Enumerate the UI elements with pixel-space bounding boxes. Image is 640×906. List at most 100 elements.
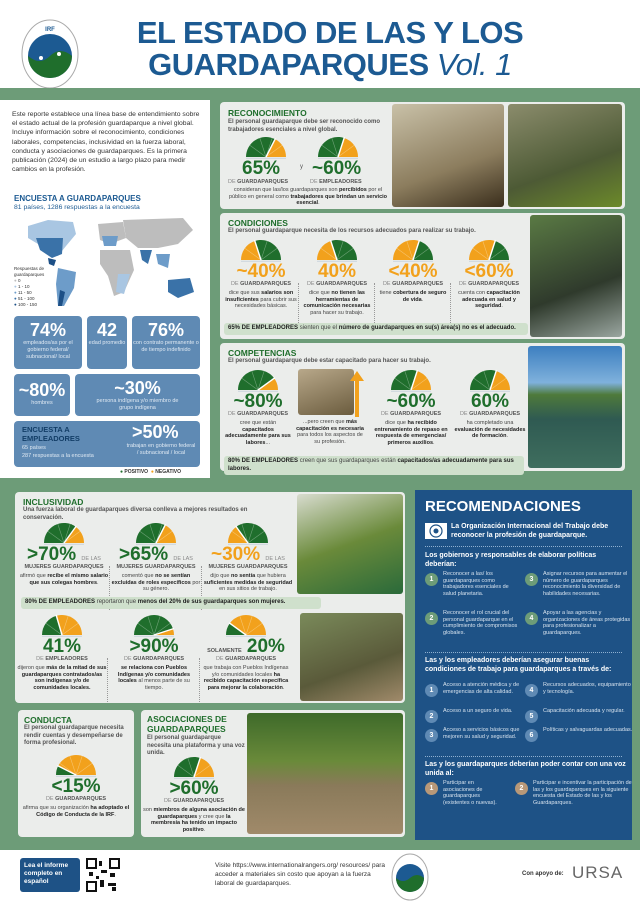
gauge-needle bbox=[193, 756, 202, 778]
section-title: RECONOCIMIENTO bbox=[228, 108, 307, 118]
stat-block: <15% DE GUARDAPARQUES afirma que su orga… bbox=[22, 754, 130, 818]
stat-block: 60% DE GUARDAPARQUES ha completado una e… bbox=[454, 369, 526, 440]
stat-value: SOLAMENTE 20% bbox=[207, 636, 285, 657]
employers-heading: Las y los empleadores deberían asegurar … bbox=[425, 657, 612, 673]
section-inclusividad: INCLUSIVIDAD Una fuerza laboral de guard… bbox=[15, 492, 405, 703]
stat-average-age: 42 edad promedio bbox=[87, 316, 127, 369]
color-legend: ● POSITIVO ● NEGATIVO bbox=[120, 469, 181, 475]
section-title: ASOCIACIONES DE GUARDAPARQUES bbox=[147, 714, 227, 734]
stat-description: dice que no tienen las herramientas de c… bbox=[303, 290, 371, 316]
stat-description: cree que están capacitados adecuadamente… bbox=[225, 420, 291, 446]
gauge-right-segment bbox=[56, 615, 82, 635]
stat-suffix: DE LAS bbox=[173, 556, 193, 562]
employer-countries: 65 países bbox=[22, 445, 46, 451]
stat-value: 74% bbox=[29, 320, 67, 340]
photo-river-crossing bbox=[247, 713, 403, 834]
gauge-needle bbox=[55, 614, 63, 636]
gauge-chart bbox=[470, 369, 510, 392]
stat-value: 40% bbox=[317, 261, 357, 282]
stat-label: DE GUARDAPARQUES bbox=[123, 656, 185, 662]
divider bbox=[109, 566, 110, 610]
employers-note: 80% DE EMPLEADORES creen que sus guardap… bbox=[224, 456, 524, 475]
recommendation-item: Políticas y salvaguardas adecuadas. bbox=[543, 727, 633, 733]
gauge-needle bbox=[265, 137, 277, 158]
stat-value: ~40% bbox=[236, 261, 286, 282]
gauge-chart bbox=[174, 756, 214, 779]
section-subtitle: El personal guardaparque necesita de los… bbox=[228, 228, 476, 234]
photo-wildfire-rangers bbox=[392, 104, 504, 207]
stat-suffix: DE LAS bbox=[265, 556, 285, 562]
stat-indigenous: ~30% persona indígena y/o miembro de grup… bbox=[75, 374, 200, 416]
recommendation-item: Participar e incentivar la participación… bbox=[533, 780, 632, 806]
gov-heading: Los gobiernos y responsables de elaborar… bbox=[425, 552, 597, 568]
item-number: 1 bbox=[425, 782, 438, 795]
legend-negative: NEGATIVO bbox=[155, 469, 181, 475]
stat-block: <40% DE GUARDAPARQUES tiene cobertura de… bbox=[376, 239, 450, 303]
stat-label: DE GUARDAPARQUES bbox=[45, 796, 107, 802]
section-subtitle: El personal guardaparque debe ser recono… bbox=[228, 119, 381, 133]
page-title: EL ESTADO DE LAS Y LOS GUARDAPARQUES Vol… bbox=[90, 17, 570, 81]
stat-description: dice que ha recibido entrenamiento de re… bbox=[374, 420, 448, 446]
title-volume: Vol. 1 bbox=[436, 47, 513, 82]
map-legend-item: ● 100 - 150 bbox=[14, 302, 37, 307]
stat-value: <15% bbox=[51, 776, 101, 797]
stat-value: <60% bbox=[464, 261, 514, 282]
stat-value: >90% bbox=[129, 636, 179, 657]
read-report-label: Lea el informe completo en español bbox=[24, 862, 69, 885]
section-title: RECOMENDACIONES bbox=[425, 498, 581, 515]
gauge-chart bbox=[44, 523, 84, 545]
stat-block: <60% DE GUARDAPARQUES cuenta con capacit… bbox=[452, 239, 526, 310]
stat-block: >90% DE GUARDAPARQUES se relaciona con P… bbox=[109, 614, 199, 691]
gauge-needle bbox=[253, 239, 262, 261]
world-map bbox=[28, 218, 194, 306]
qr-code[interactable] bbox=[86, 858, 120, 892]
stat-block: >60% DE GUARDAPARQUES son miembros de al… bbox=[143, 756, 245, 833]
gauge-needle bbox=[155, 523, 167, 544]
section-subtitle: El personal guardaparque necesita una pl… bbox=[147, 735, 245, 756]
legend-positive: POSITIVO bbox=[124, 469, 149, 475]
employers-note: 80% DE EMPLEADORES reportaron que menos … bbox=[21, 597, 321, 609]
photo-training bbox=[298, 369, 354, 415]
gauge-chart bbox=[56, 755, 96, 777]
gauge-right-segment bbox=[156, 525, 176, 543]
stat-description: comentó que no se sentían excluidas de r… bbox=[111, 573, 201, 592]
title-line-1: EL ESTADO DE LAS Y LOS bbox=[136, 15, 524, 50]
stat-value: 41% bbox=[42, 636, 82, 657]
stat-value: >65% DE LAS bbox=[119, 544, 193, 565]
map-legend-item: ● 1 - 10 bbox=[14, 284, 30, 289]
item-number: 5 bbox=[525, 710, 538, 723]
stat-block: 41% DE EMPLEADORES dijeron que más de la… bbox=[17, 614, 107, 691]
gauge-needle bbox=[153, 627, 175, 636]
section-subtitle: Una fuerza laboral de guardaparques dive… bbox=[23, 507, 248, 521]
stat-label: DE GUARDAPARQUES bbox=[306, 281, 368, 287]
stat-block: ~80% DE GUARDAPARQUES cree que están cap… bbox=[224, 369, 292, 446]
support-label: Con apoyo de: bbox=[522, 871, 564, 877]
photo-women-rangers bbox=[297, 494, 403, 594]
more-training-text: ...pero creen que más capacitación es ne… bbox=[296, 419, 364, 445]
gauge bbox=[316, 136, 360, 165]
divider bbox=[107, 658, 108, 702]
read-report-link[interactable]: Lea el informe completo en español bbox=[20, 858, 80, 892]
gauge-right-segment bbox=[64, 526, 84, 543]
gauge-chart bbox=[246, 137, 286, 159]
item-number: 4 bbox=[525, 612, 538, 625]
title-line-2: GUARDAPARQUES bbox=[148, 47, 429, 82]
gauge-left-segment bbox=[134, 615, 174, 635]
stat-description: son miembros de alguna asociación de gua… bbox=[143, 807, 245, 833]
stat-description: ha completado una evaluación de necesida… bbox=[454, 420, 526, 439]
arrow-up-icon bbox=[350, 371, 364, 417]
item-number: 6 bbox=[525, 729, 538, 742]
gauge-right-segment bbox=[330, 240, 357, 260]
photo-divers bbox=[528, 346, 622, 468]
section-description: consideran que las/los guardaparques son… bbox=[228, 187, 388, 206]
gauge-needle bbox=[410, 369, 419, 391]
item-number: 2 bbox=[515, 782, 528, 795]
stat-government-employed: 74% empleados/as por el gobierno federal/… bbox=[14, 316, 82, 369]
item-number: 4 bbox=[525, 684, 538, 697]
employer-survey-title: ENCUESTA A EMPLEADORES bbox=[22, 425, 80, 443]
stat-description: dice que sus salarios son insuficientes … bbox=[225, 290, 297, 309]
gauge-chart bbox=[469, 239, 509, 262]
stat-text: con contrato permanente o de tiempo inde… bbox=[133, 340, 199, 353]
map-legend-item: ● 0 bbox=[14, 278, 21, 283]
gauge-chart bbox=[238, 370, 278, 392]
